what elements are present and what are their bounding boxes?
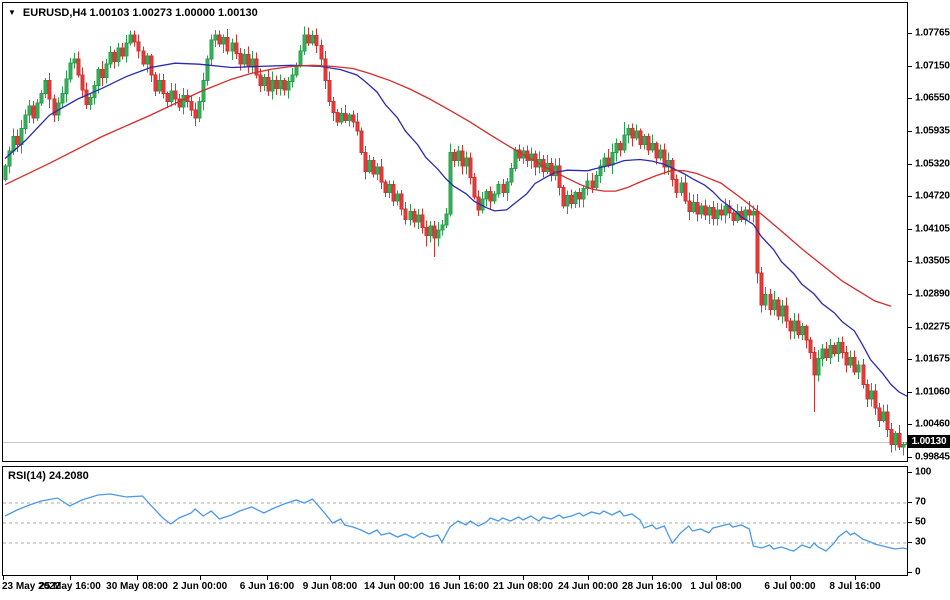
time-tick-label: 6 Jun 16:00 bbox=[239, 581, 295, 592]
time-tick-label: 8 Jul 16:00 bbox=[829, 581, 881, 592]
rsi-pane[interactable]: RSI(14) 24.2080 bbox=[2, 466, 908, 576]
time-tick-label: 24 Jun 00:00 bbox=[557, 581, 619, 592]
candlestick-chart[interactable] bbox=[3, 3, 907, 461]
time-tick-label: 9 Jun 08:00 bbox=[302, 581, 358, 592]
time-tick-mark bbox=[790, 576, 791, 580]
price-tick-mark bbox=[908, 228, 912, 230]
rsi-tick-label: 50 bbox=[915, 516, 926, 528]
price-axis[interactable]: 1.07765 1.07150 1.06550 1.05935 1.05320 1.047… bbox=[908, 2, 950, 463]
time-tick-label: 2 Jun 00:00 bbox=[172, 581, 228, 592]
rsi-scale-axis[interactable]: 100 70 50 30 0 bbox=[908, 466, 950, 578]
time-tick-label: 23 May 2022 bbox=[2, 581, 61, 592]
price-tick-label: 1.06550 bbox=[915, 92, 950, 104]
price-tick-mark bbox=[908, 261, 912, 263]
symbol-quote-label: EURUSD,H4 1.00103 1.00273 1.00000 1.0013… bbox=[22, 7, 258, 19]
price-tick-label: 1.07765 bbox=[915, 27, 950, 39]
rsi-tick-label: 30 bbox=[915, 536, 926, 548]
time-tick-mark bbox=[588, 576, 589, 580]
price-tick-mark bbox=[908, 293, 912, 295]
time-tick-mark bbox=[459, 576, 460, 580]
time-tick-label: 25 May 16:00 bbox=[39, 581, 101, 592]
time-tick-mark bbox=[394, 576, 395, 580]
price-tick-label: 1.03505 bbox=[915, 255, 950, 267]
one-click-trading-collapse-icon[interactable]: ▼ bbox=[8, 8, 16, 17]
price-tick-label: 1.02890 bbox=[915, 288, 950, 300]
time-tick-label: 14 Jun 00:00 bbox=[363, 581, 425, 592]
time-tick-mark bbox=[137, 576, 138, 580]
price-tick-label: 1.05320 bbox=[915, 158, 950, 170]
time-tick-label: 1 Jul 08:00 bbox=[690, 581, 742, 592]
price-tick-mark bbox=[908, 457, 912, 458]
time-tick-mark bbox=[523, 576, 524, 580]
rsi-tick-label: 0 bbox=[915, 566, 921, 578]
time-tick-label: 21 Jun 08:00 bbox=[492, 581, 554, 592]
time-axis[interactable]: 23 May 2022 25 May 16:00 30 May 08:00 2 Jun… bbox=[0, 576, 950, 598]
time-tick-mark bbox=[716, 576, 717, 580]
time-tick-label: 6 Jul 00:00 bbox=[764, 581, 816, 592]
price-tick-mark bbox=[908, 130, 912, 132]
time-tick-label: 28 Jun 16:00 bbox=[621, 581, 683, 592]
price-tick-mark bbox=[908, 359, 912, 361]
current-price-marker: 1.00130 bbox=[908, 435, 950, 448]
indicator-label: RSI(14) 24.2080 bbox=[8, 470, 89, 482]
time-tick-mark bbox=[267, 576, 268, 580]
price-tick-label: 1.04720 bbox=[915, 190, 950, 202]
time-tick-mark bbox=[330, 576, 331, 580]
price-chart-pane[interactable]: ▼ EURUSD,H4 1.00103 1.00273 1.00000 1.00… bbox=[2, 2, 908, 462]
price-tick-label: 1.01060 bbox=[915, 386, 950, 398]
price-tick-label: 1.01675 bbox=[915, 353, 950, 365]
rsi-tick-mark bbox=[908, 522, 912, 523]
time-tick-mark bbox=[652, 576, 653, 580]
price-tick-mark bbox=[908, 424, 912, 426]
price-tick-mark bbox=[908, 391, 912, 393]
price-tick-mark bbox=[908, 196, 912, 197]
rsi-tick-label: 100 bbox=[915, 466, 932, 478]
price-tick-mark bbox=[908, 98, 912, 100]
rsi-chart bbox=[3, 493, 907, 552]
price-tick-mark bbox=[908, 326, 912, 328]
price-tick-mark bbox=[908, 33, 912, 34]
price-tick-label: 1.04105 bbox=[915, 223, 950, 235]
time-tick-mark bbox=[200, 576, 201, 580]
time-tick-mark bbox=[3, 576, 4, 580]
price-tick-mark bbox=[908, 163, 912, 165]
rsi-tick-mark bbox=[908, 572, 912, 573]
time-tick-label: 30 May 08:00 bbox=[106, 581, 168, 592]
price-tick-label: 1.05935 bbox=[915, 125, 950, 137]
price-tick-label: 1.02275 bbox=[915, 321, 950, 333]
chart-title: ▼ EURUSD,H4 1.00103 1.00273 1.00000 1.00… bbox=[8, 7, 258, 19]
price-tick-mark bbox=[908, 65, 912, 67]
rsi-tick-mark bbox=[908, 542, 912, 543]
time-tick-mark bbox=[70, 576, 71, 580]
time-tick-mark bbox=[855, 576, 856, 580]
rsi-tick-mark bbox=[908, 472, 912, 473]
rsi-tick-mark bbox=[908, 502, 912, 503]
price-tick-label: 1.07150 bbox=[915, 60, 950, 72]
price-tick-label: 1.00460 bbox=[915, 418, 950, 430]
rsi-tick-label: 70 bbox=[915, 496, 926, 508]
time-tick-label: 16 Jun 16:00 bbox=[428, 581, 490, 592]
price-tick-label: 0.99845 bbox=[915, 451, 950, 463]
